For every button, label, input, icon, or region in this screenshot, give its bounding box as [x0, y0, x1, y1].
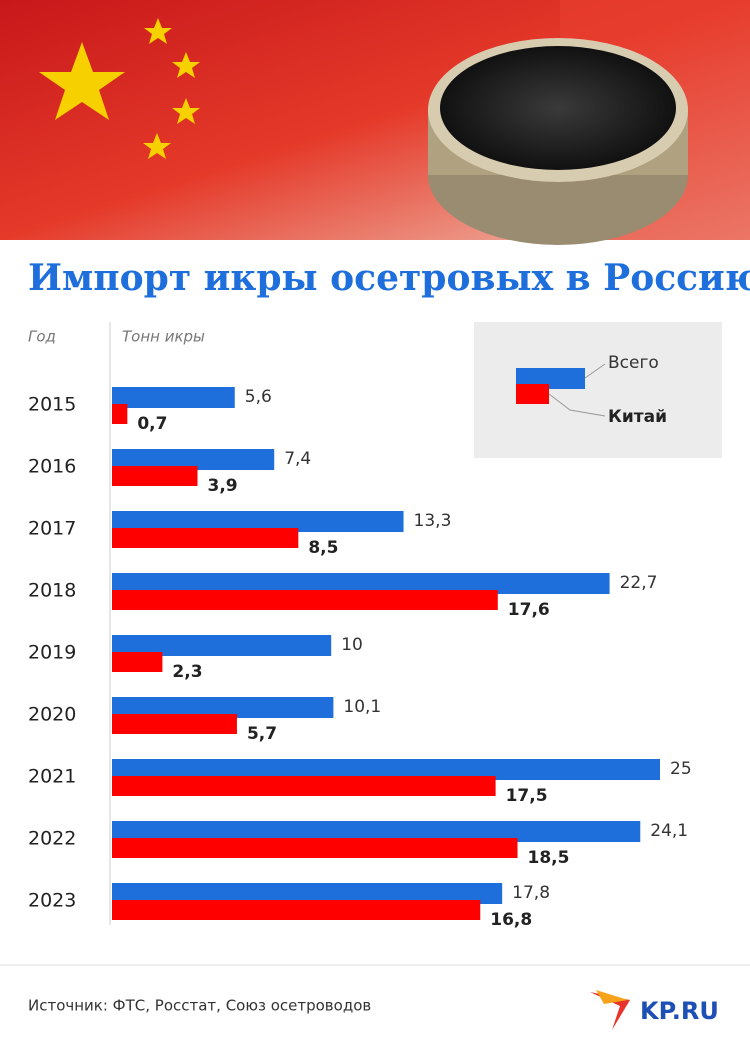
y-tick-label: 2018 — [28, 580, 76, 602]
bar — [112, 635, 332, 656]
y-tick-label: 2020 — [28, 704, 76, 726]
legend-leader — [584, 363, 606, 379]
bar — [112, 573, 610, 594]
plot: 2015 5,6 0,7 2016 7,4 3,9 2017 13,3 8,5 2018 22,7 1… — [28, 387, 692, 930]
y-axis-label: Год — [28, 328, 56, 346]
legend-label: Китай — [608, 407, 667, 427]
value-label: 18,5 — [528, 848, 570, 868]
value-label: 25 — [670, 759, 692, 779]
value-label: 5,6 — [245, 387, 272, 407]
bar — [112, 404, 128, 424]
y-tick-label: 2023 — [28, 890, 76, 912]
bar — [112, 466, 198, 486]
bar — [112, 387, 235, 408]
value-label: 16,8 — [490, 910, 532, 930]
logo-text: KP.RU — [640, 997, 719, 1025]
bar — [112, 759, 660, 780]
value-label: 17,8 — [512, 883, 550, 903]
value-label: 17,6 — [508, 600, 550, 620]
bar — [112, 652, 163, 672]
legend-swatch — [516, 384, 549, 404]
legend-box — [474, 322, 722, 458]
bar — [112, 776, 496, 796]
y-tick-label: 2015 — [28, 394, 76, 416]
value-label: 5,7 — [247, 724, 277, 744]
bar — [112, 821, 641, 842]
bar — [112, 900, 481, 920]
bar — [112, 511, 404, 532]
source: Источник: ФТС, Росстат, Союз осетроводов — [28, 997, 371, 1015]
bar — [112, 714, 237, 734]
legend-swatch — [516, 368, 585, 389]
legend: Всего Китай — [474, 322, 722, 458]
bar — [112, 883, 503, 904]
legend-leader — [548, 393, 606, 417]
x-axis-label: Тонн икры — [122, 328, 205, 346]
logo: KP.RU — [590, 990, 719, 1030]
value-label: 24,1 — [650, 821, 688, 841]
bar — [112, 838, 518, 858]
value-label: 2,3 — [172, 662, 202, 682]
header-image — [0, 0, 750, 245]
bar — [112, 697, 334, 718]
legend-label: Всего — [608, 353, 659, 373]
y-tick-label: 2017 — [28, 518, 76, 540]
value-label: 3,9 — [207, 476, 237, 496]
value-label: 22,7 — [620, 573, 658, 593]
value-label: 0,7 — [137, 414, 167, 434]
value-label: 10 — [341, 635, 363, 655]
bar — [112, 590, 498, 610]
y-tick-label: 2016 — [28, 456, 76, 478]
y-tick-label: 2019 — [28, 642, 76, 664]
value-label: 17,5 — [506, 786, 548, 806]
y-tick-label: 2022 — [28, 828, 76, 850]
bar — [112, 528, 299, 548]
value-label: 8,5 — [308, 538, 338, 558]
y-tick-label: 2021 — [28, 766, 76, 788]
value-label: 13,3 — [414, 511, 452, 531]
bar — [112, 449, 275, 470]
value-label: 10,1 — [343, 697, 381, 717]
chart-title: Импорт икры осетровых в Россию — [28, 257, 750, 299]
value-label: 7,4 — [284, 449, 311, 469]
